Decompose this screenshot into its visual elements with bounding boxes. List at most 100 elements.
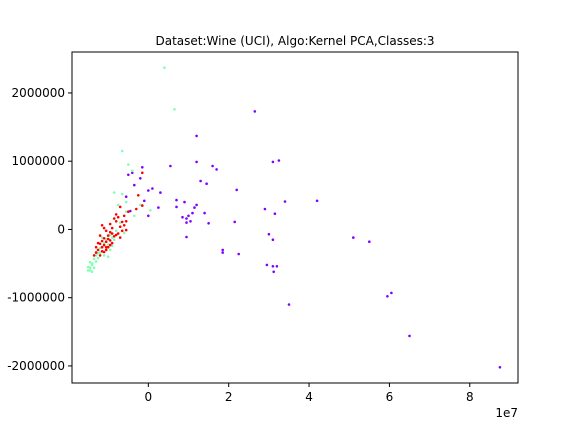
data-point [92, 254, 96, 257]
data-point [116, 215, 120, 219]
data-point [133, 214, 136, 218]
data-point [90, 270, 94, 274]
data-point [315, 199, 319, 203]
data-point [110, 241, 114, 245]
data-point [386, 295, 389, 298]
data-point [124, 195, 128, 198]
data-point [127, 163, 130, 166]
data-point [110, 232, 114, 235]
data-point [116, 203, 120, 207]
data-point [233, 220, 236, 224]
data-point [205, 182, 208, 185]
data-point [352, 236, 355, 239]
y-tick-label: 0 [57, 222, 65, 236]
data-point [147, 214, 150, 218]
data-point [263, 207, 267, 211]
data-point [112, 235, 116, 238]
data-point [108, 233, 112, 237]
data-point [124, 220, 128, 223]
data-point [118, 221, 122, 224]
x-tick-label: 0 [145, 390, 153, 404]
data-point [141, 171, 144, 175]
data-point [390, 291, 393, 295]
data-point [175, 205, 178, 209]
data-point [127, 173, 130, 177]
x-tick-label: 6 [386, 390, 394, 404]
data-point [108, 230, 112, 234]
data-point [98, 242, 102, 246]
data-point [106, 245, 110, 249]
data-point [191, 211, 194, 215]
data-point [88, 260, 92, 264]
data-point [131, 171, 134, 175]
data-point [175, 198, 178, 202]
data-point [92, 257, 96, 261]
data-point [88, 269, 92, 272]
data-point [112, 191, 116, 194]
data-point [104, 229, 108, 233]
data-point [271, 160, 275, 164]
data-point [110, 244, 114, 248]
data-point [106, 255, 110, 258]
data-point [124, 210, 128, 213]
data-point [108, 248, 112, 252]
data-point [265, 263, 269, 267]
data-point [98, 254, 102, 257]
chart-title: Dataset:Wine (UCI), Algo:Kernel PCA,Clas… [155, 34, 434, 48]
data-point [221, 251, 224, 254]
data-point [114, 220, 118, 223]
data-point [118, 236, 122, 239]
data-point [90, 262, 94, 265]
data-point [271, 265, 275, 268]
data-point [122, 224, 126, 227]
data-point [108, 243, 112, 247]
data-point [88, 266, 92, 270]
data-point [408, 334, 411, 338]
data-point [104, 245, 108, 249]
data-point [211, 164, 214, 168]
data-point [106, 234, 110, 237]
data-point [106, 243, 110, 246]
data-point [124, 228, 128, 232]
y-tick-label: -2000000 [7, 359, 65, 373]
data-point [98, 246, 102, 250]
data-point [199, 179, 202, 183]
x-tick-label: 8 [466, 390, 474, 404]
data-point [116, 232, 120, 235]
data-point [94, 251, 98, 254]
data-point [120, 220, 124, 224]
data-point [98, 251, 102, 254]
data-point [207, 222, 210, 225]
data-point [139, 203, 142, 207]
data-point [96, 241, 100, 245]
data-point [100, 245, 104, 249]
data-point [100, 224, 104, 227]
data-point [149, 209, 152, 212]
data-point [273, 212, 277, 215]
data-point [187, 214, 190, 218]
data-point [181, 215, 184, 219]
data-point [122, 214, 126, 218]
data-point [102, 241, 106, 245]
data-point [100, 236, 104, 239]
plot-area-frame [71, 51, 519, 384]
data-point [86, 265, 90, 269]
x-tick-label: 2 [225, 390, 233, 404]
data-point [106, 237, 110, 241]
data-point [235, 188, 238, 192]
data-point [127, 210, 130, 213]
data-point [112, 217, 116, 220]
data-point [104, 237, 108, 241]
data-point [141, 166, 144, 169]
data-point [498, 366, 502, 369]
data-point [143, 199, 146, 203]
data-point [271, 238, 275, 241]
data-point [195, 160, 198, 164]
data-point [114, 229, 118, 233]
data-point [94, 260, 98, 263]
data-point [283, 200, 287, 203]
data-point [185, 221, 188, 224]
data-point [185, 217, 188, 220]
data-point [114, 213, 118, 216]
